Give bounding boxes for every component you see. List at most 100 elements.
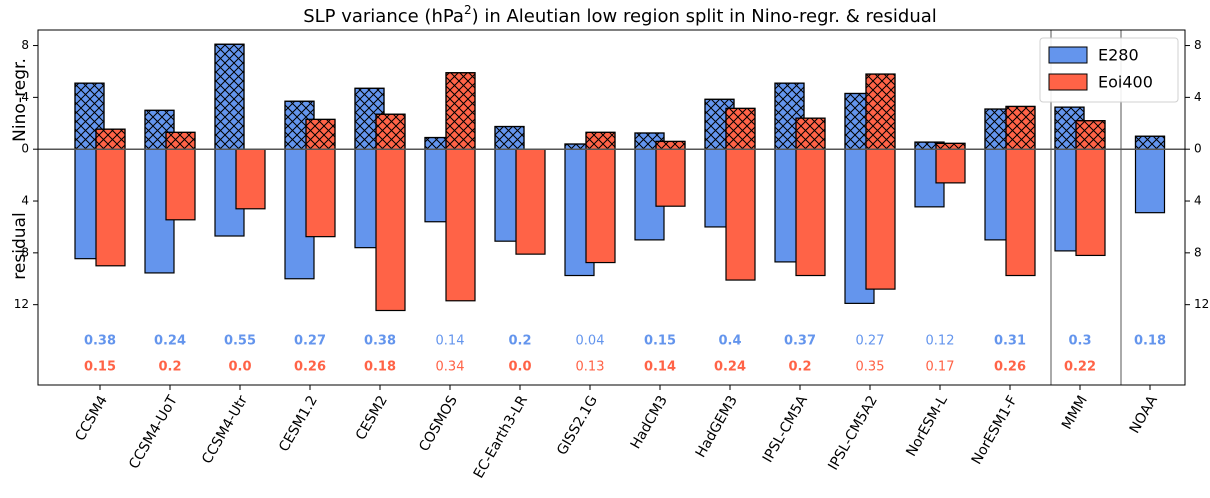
y2-tick-label: 4 — [1194, 90, 1202, 104]
bar-lower — [725, 148, 756, 281]
legend-label: E280 — [1098, 46, 1139, 65]
annotation: 0.04 — [576, 334, 605, 349]
bar-hatch — [725, 107, 756, 150]
annotation: 0.18 — [364, 360, 396, 375]
bar-lower — [375, 148, 406, 312]
x-tick-label: MMM — [1059, 393, 1091, 432]
y-label-lower: residual — [10, 212, 30, 279]
bar-lower — [305, 148, 336, 238]
x-tick-label: HadCM3 — [628, 393, 671, 452]
title-suffix: ) in Aleutian low region split in Nino-r… — [472, 6, 937, 27]
y2-tick-label: 8 — [1194, 245, 1202, 259]
x-tick-label: IPSL-CM5A2 — [825, 393, 881, 473]
x-tick-label: EC-Earth3-LR — [471, 393, 531, 482]
x-tick-label: CESM2 — [353, 393, 391, 443]
bar-hatch — [95, 128, 126, 150]
annotation: 0.2 — [508, 334, 531, 349]
annotation: 0.15 — [84, 360, 116, 375]
bar-hatch — [795, 117, 826, 150]
legend-swatch — [1048, 46, 1088, 64]
bar-lower — [865, 148, 896, 290]
y-tick-label: 4 — [21, 194, 29, 208]
bar-lower — [1005, 148, 1036, 277]
y2-tick-label: 8 — [1194, 38, 1202, 52]
annotation: 0.35 — [856, 360, 885, 375]
annotation: 0.24 — [714, 360, 746, 375]
bar-lower — [1075, 148, 1106, 257]
bar-lower — [95, 148, 126, 267]
annotation: 0.38 — [364, 334, 396, 349]
annotation: 0.0 — [228, 360, 251, 375]
bar-lower — [935, 148, 966, 184]
title-superscript: 2 — [464, 3, 472, 17]
y-tick-label: 0 — [21, 142, 29, 156]
annotation: 0.22 — [1064, 360, 1096, 375]
legend-label: Eoi400 — [1098, 73, 1153, 92]
annotation: 0.4 — [718, 334, 741, 349]
annotation: 0.2 — [158, 360, 181, 375]
annotation: 0.15 — [644, 334, 676, 349]
x-tick-label: CCSM4-UoT — [126, 393, 181, 472]
annotation: 0.34 — [436, 360, 465, 375]
bar-hatch — [214, 43, 245, 150]
y2-tick-label: 4 — [1194, 194, 1202, 208]
y-tick-label: 4 — [21, 90, 29, 104]
bar-hatch — [585, 131, 616, 150]
annotation: 0.31 — [994, 334, 1026, 349]
bar-hatch — [1005, 105, 1036, 150]
annotation: 0.38 — [84, 334, 116, 349]
annotation: 0.27 — [294, 334, 326, 349]
x-tick-label: NorESM-L — [903, 393, 951, 460]
annotation: 0.27 — [856, 334, 885, 349]
bar-lower — [515, 148, 546, 255]
bar-lower — [655, 148, 686, 207]
y2-tick-label: 0 — [1194, 142, 1202, 156]
annotation: 0.14 — [644, 360, 676, 375]
y2-tick-label: 12 — [1194, 297, 1209, 311]
annotation: 0.37 — [784, 334, 816, 349]
annotation: 0.12 — [926, 334, 955, 349]
annotation: 0.26 — [294, 360, 326, 375]
bar-lower — [445, 148, 476, 302]
bar-hatch — [1134, 135, 1166, 150]
bar-hatch — [305, 118, 336, 150]
bar-lower — [165, 148, 196, 221]
annotation: 0.55 — [224, 334, 256, 349]
annotation: 0.0 — [508, 360, 531, 375]
x-tick-label: HadGEM3 — [693, 393, 741, 460]
x-tick-label: IPSL-CM5A — [760, 393, 811, 466]
bar-hatch — [1075, 120, 1106, 150]
plot-frame — [37, 29, 1186, 386]
x-tick-label: GISS2.1G — [554, 393, 601, 458]
bar-hatch — [165, 131, 196, 150]
legend-swatch — [1048, 73, 1088, 91]
bar-hatch — [865, 73, 896, 150]
y-label-upper: Nino-regr. — [10, 58, 30, 142]
bar-lower — [235, 148, 266, 210]
bar-hatch — [494, 125, 525, 150]
bar-lower — [585, 148, 616, 264]
annotation: 0.17 — [926, 360, 955, 375]
x-tick-label: CCSM4 — [72, 393, 111, 444]
bar-hatch — [445, 72, 476, 150]
bar-lower — [1134, 148, 1166, 214]
annotation: 0.3 — [1068, 334, 1091, 349]
x-tick-label: COSMOS — [416, 393, 461, 455]
bar-hatch — [655, 140, 686, 150]
x-tick-label: CESM1.2 — [276, 393, 321, 455]
bar-hatch — [375, 113, 406, 150]
annotation: 0.24 — [154, 334, 186, 349]
annotation: 0.2 — [788, 360, 811, 375]
y-tick-label: 8 — [21, 245, 29, 259]
annotation: 0.18 — [1134, 334, 1166, 349]
bar-lower — [795, 148, 826, 277]
annotation: 0.26 — [994, 360, 1026, 375]
annotation: 0.14 — [436, 334, 465, 349]
annotation: 0.13 — [576, 360, 605, 375]
x-tick-label: CCSM4-Utr — [199, 393, 251, 467]
chart-title: SLP variance (hPa2) in Aleutian low regi… — [303, 3, 937, 28]
y-tick-label: 12 — [14, 297, 29, 311]
bar-hatch — [935, 142, 966, 150]
